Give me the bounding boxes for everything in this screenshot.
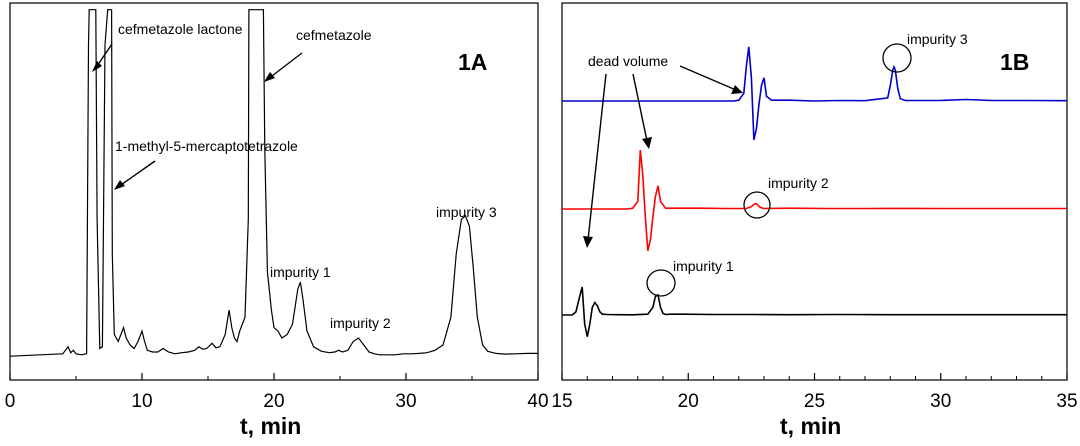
panel-1a: 0 10 20 30 40 1A t, min cefmetazole lactone … bbox=[5, 2, 549, 439]
annotation-impurity-3b: impurity 3 bbox=[907, 31, 968, 47]
impurity-circle-1b bbox=[646, 269, 676, 297]
annotation-cefmetazole: cefmetazole bbox=[296, 27, 372, 43]
impurity-circle-2b bbox=[743, 191, 771, 219]
panel-1a-xlabel: t, min bbox=[240, 413, 301, 439]
annotation-cefmetazole-lactone: cefmetazole lactone bbox=[118, 21, 243, 37]
x-tick-label-1a-30: 30 bbox=[395, 391, 416, 412]
series-line-red bbox=[562, 150, 1067, 251]
x-tick-label-1b-15: 15 bbox=[551, 391, 572, 412]
annotation-impurity-1b: impurity 1 bbox=[673, 258, 734, 274]
annotation-1-methyl-5-mercaptotetrazole: 1-methyl-5-mercaptotetrazole bbox=[115, 138, 298, 154]
series-line-1a bbox=[9, 9, 538, 357]
annotation-arrow-dead-volume-3 bbox=[679, 65, 737, 91]
panel-1b-ticks: 15 20 25 30 35 bbox=[551, 373, 1078, 412]
annotation-arrow-dead-volume-2 bbox=[632, 73, 648, 142]
x-tick-label-1b-30: 30 bbox=[930, 391, 951, 412]
annotation-impurity-2b: impurity 2 bbox=[768, 175, 829, 191]
panel-1b: 15 20 25 30 35 1B t, min dead volume impurit… bbox=[551, 2, 1078, 439]
x-tick-label-1a-20: 20 bbox=[263, 391, 284, 412]
annotation-impurity-3a: impurity 3 bbox=[436, 204, 497, 220]
panel-1a-ticks: 0 10 20 30 40 bbox=[5, 373, 549, 412]
x-tick-label-1b-35: 35 bbox=[1056, 391, 1077, 412]
annotation-arrow-1-methyl-5-mercaptotetrazole bbox=[117, 160, 156, 188]
x-tick-label-1a-40: 40 bbox=[527, 391, 548, 412]
x-tick-label-1a-10: 10 bbox=[131, 391, 152, 412]
annotation-arrow-dead-volume-1 bbox=[587, 73, 607, 241]
panel-1b-title: 1B bbox=[1000, 49, 1029, 75]
series-line-blue bbox=[562, 46, 1068, 140]
panel-1a-title: 1A bbox=[458, 49, 487, 75]
panel-1b-xlabel: t, min bbox=[780, 413, 841, 439]
x-tick-label-1b-25: 25 bbox=[804, 391, 825, 412]
annotation-arrow-cefmetazole bbox=[267, 52, 303, 80]
annotation-arrowhead-dead-volume-3 bbox=[731, 85, 743, 94]
annotation-dead-volume: dead volume bbox=[588, 53, 668, 69]
annotation-arrowhead-dead-volume-1 bbox=[583, 236, 593, 248]
impurity-circle-3b bbox=[882, 43, 912, 73]
annotation-arrowhead-cefmetazole bbox=[264, 72, 275, 82]
series-line-black bbox=[562, 286, 1067, 337]
annotation-arrowhead-cefmetazole-lactone bbox=[92, 61, 102, 72]
x-tick-label-1b-20: 20 bbox=[678, 391, 699, 412]
x-tick-label-1a-0: 0 bbox=[5, 391, 16, 412]
annotation-arrowhead-1-methyl-5-mercaptotetrazole bbox=[114, 180, 125, 190]
annotation-arrowhead-dead-volume-2 bbox=[642, 137, 652, 149]
annotation-impurity-2a: impurity 2 bbox=[330, 315, 391, 331]
annotation-impurity-1a: impurity 1 bbox=[270, 264, 331, 280]
